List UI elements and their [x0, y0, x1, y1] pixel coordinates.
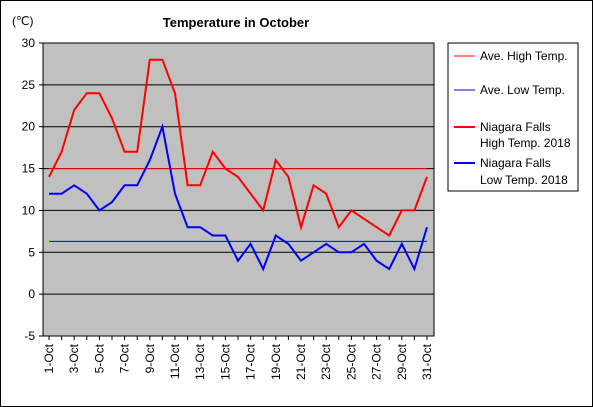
legend-label-2: Ave. Low Temp.	[480, 83, 565, 97]
x-tick-label: 27-Oct	[370, 343, 384, 380]
y-tick-label: 5	[28, 245, 35, 259]
x-tick-label: 3-Oct	[67, 343, 81, 373]
x-tick-label: 11-Oct	[168, 343, 182, 379]
y-unit-label: (℃)	[12, 14, 33, 28]
series-group	[48, 58, 428, 272]
x-tick-label: 5-Oct	[92, 343, 106, 373]
y-tick-label: 15	[22, 162, 36, 176]
y-tick-label: 0	[28, 287, 35, 301]
series-line-4	[49, 123, 428, 272]
x-tick-label: 7-Oct	[118, 343, 132, 373]
y-tick-label: -5	[24, 329, 35, 343]
y-axis: -5 0 5 10 15 20 25 30	[22, 36, 43, 343]
y-tick-label: 10	[22, 203, 36, 217]
x-axis: 1-Oct 3-Oct 5-Oct 7-Oct 9-Oct 11-Oct 13-Oct 15-…	[42, 336, 434, 380]
x-tick-label: 9-Oct	[143, 343, 157, 373]
x-tick-label: 21-Oct	[294, 343, 308, 380]
chart-title: Temperature in October	[163, 15, 309, 30]
x-tick-label: 13-Oct	[193, 343, 207, 380]
x-tick-label: 25-Oct	[344, 343, 358, 380]
legend-label-3: Niagara Falls	[480, 120, 551, 134]
x-tick-label: 17-Oct	[244, 343, 258, 380]
y-tick-label: 25	[22, 78, 36, 92]
legend-label-3: High Temp. 2018	[480, 136, 571, 150]
legend-label-1: Ave. High Temp.	[480, 49, 568, 63]
x-tick-label: 19-Oct	[269, 343, 283, 380]
x-tick-label: 15-Oct	[218, 343, 232, 380]
x-tick-label: 23-Oct	[319, 343, 333, 380]
x-tick-label: 1-Oct	[42, 343, 56, 373]
series-line-3	[48, 58, 428, 237]
x-tick-label: 29-Oct	[395, 343, 409, 380]
legend	[447, 42, 579, 192]
legend-items: Ave. High Temp. Ave. Low Temp. Niagara Fal…	[454, 49, 571, 187]
legend-label-4: Low Temp. 2018	[480, 173, 568, 187]
y-tick-label: 20	[22, 120, 36, 134]
legend-label-4: Niagara Falls	[480, 156, 551, 170]
x-tick-label: 31-Oct	[420, 343, 434, 380]
plot-area	[42, 42, 435, 337]
y-tick-label: 30	[22, 36, 36, 50]
grid-lines	[43, 84, 434, 295]
